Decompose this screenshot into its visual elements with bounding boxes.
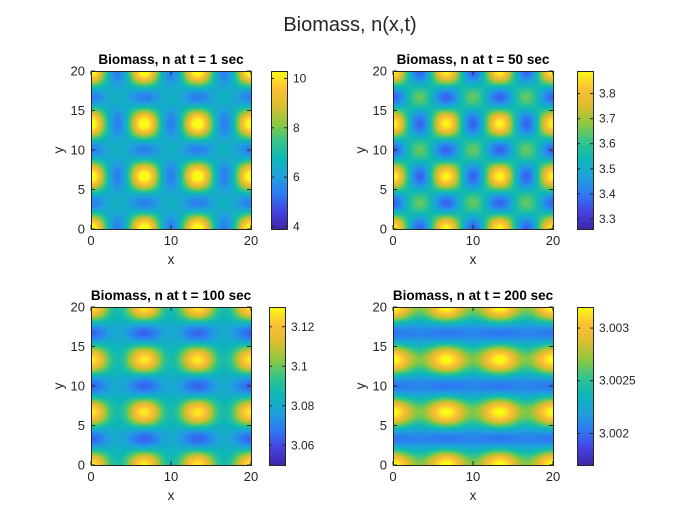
- panel-title: Biomass, n at t = 100 sec: [91, 288, 252, 303]
- colorbar-frame: [577, 307, 594, 466]
- panel-1: 0 10 20 0 5 10 15 20 x y Biomass, n at t = 1 sec 4 6…: [51, 52, 307, 267]
- colorbar-tick-label: 3.1: [291, 359, 308, 373]
- panel-2: 0 10 20 0 5 10 15 20 x y Biomass, n at t = 50 sec 3…: [353, 52, 616, 267]
- y-tick-label: 10: [71, 379, 85, 394]
- y-tick-label: 5: [78, 182, 85, 197]
- x-tick-label: 20: [546, 469, 560, 484]
- colorbar-tick-label: 3.3: [599, 212, 616, 226]
- colorbar-tick-label: 3.12: [291, 320, 315, 334]
- colorbar: [577, 71, 593, 229]
- colorbar: [271, 71, 287, 229]
- y-tick-label: 0: [380, 222, 387, 237]
- colorbar: [269, 307, 285, 465]
- colorbar-tick-label: 3.5: [599, 162, 616, 176]
- colorbar-frame: [271, 71, 288, 230]
- y-tick-label: 10: [71, 143, 85, 158]
- panel-title: Biomass, n at t = 50 sec: [397, 52, 550, 67]
- y-tick-label: 20: [71, 64, 85, 79]
- x-axis-label: x: [168, 252, 175, 267]
- x-tick-label: 10: [164, 469, 178, 484]
- heatmap-image: [393, 71, 553, 229]
- y-tick-label: 15: [71, 339, 85, 354]
- y-tick-label: 20: [71, 300, 85, 315]
- x-tick-label: 20: [244, 233, 258, 248]
- colorbar-frame: [269, 307, 286, 466]
- colorbar-tick-label: 6: [293, 170, 300, 184]
- colorbar-tick-label: 3.4: [599, 187, 616, 201]
- x-tick-label: 0: [87, 469, 94, 484]
- y-axis-label: y: [51, 146, 66, 153]
- figure-title: Biomass, n(x,t): [283, 14, 416, 36]
- colorbar: [577, 307, 593, 465]
- colorbar-tick-label: 10: [293, 71, 307, 85]
- panel-title: Biomass, n at t = 200 sec: [393, 288, 554, 303]
- y-tick-label: 5: [78, 418, 85, 433]
- x-axis-label: x: [168, 488, 175, 503]
- colorbar-frame: [577, 71, 594, 230]
- colorbar-tick-label: 3.08: [291, 399, 315, 413]
- colorbar-tick-label: 3.7: [599, 112, 616, 126]
- y-tick-label: 15: [373, 339, 387, 354]
- y-tick-label: 15: [71, 103, 85, 118]
- colorbar-tick-label: 3.6: [599, 137, 616, 151]
- heatmap-image: [393, 307, 553, 465]
- y-tick-label: 10: [373, 143, 387, 158]
- y-tick-label: 20: [373, 300, 387, 315]
- colorbar-tick-label: 3.0025: [599, 374, 636, 388]
- x-tick-label: 10: [164, 233, 178, 248]
- panels: 0 10 20 0 5 10 15 20 x y Biomass, n at t = 1 sec 4 6…: [51, 52, 636, 503]
- x-tick-label: 10: [466, 233, 480, 248]
- y-tick-label: 5: [380, 418, 387, 433]
- y-tick-label: 0: [78, 222, 85, 237]
- y-axis-label: y: [353, 382, 368, 389]
- colorbar-tick-label: 4: [293, 220, 300, 234]
- x-tick-label: 20: [546, 233, 560, 248]
- x-axis-label: x: [470, 252, 477, 267]
- colorbar-tick-label: 8: [293, 121, 300, 135]
- x-tick-label: 0: [87, 233, 94, 248]
- panel-4: 0 10 20 0 5 10 15 20 x y Biomass, n at t = 200 sec…: [353, 288, 636, 503]
- panel-3: 0 10 20 0 5 10 15 20 x y Biomass, n at t = 100 sec…: [51, 288, 315, 503]
- x-tick-label: 0: [389, 233, 396, 248]
- colorbar-tick-label: 3.8: [599, 87, 616, 101]
- y-tick-label: 10: [373, 379, 387, 394]
- x-tick-label: 20: [244, 469, 258, 484]
- colorbar-tick-label: 3.06: [291, 438, 315, 452]
- panel-title: Biomass, n at t = 1 sec: [98, 52, 244, 67]
- y-tick-label: 0: [78, 458, 85, 473]
- colorbar-tick-label: 3.002: [599, 426, 629, 440]
- y-tick-label: 20: [373, 64, 387, 79]
- y-tick-label: 5: [380, 182, 387, 197]
- x-axis-label: x: [470, 488, 477, 503]
- colorbar-tick-label: 3.003: [599, 321, 629, 335]
- y-tick-label: 15: [373, 103, 387, 118]
- x-tick-label: 0: [389, 469, 396, 484]
- y-axis-label: y: [353, 146, 368, 153]
- heatmap-image: [91, 71, 251, 229]
- heatmap-image: [91, 307, 251, 465]
- y-axis-label: y: [51, 382, 66, 389]
- x-tick-label: 10: [466, 469, 480, 484]
- y-tick-label: 0: [380, 458, 387, 473]
